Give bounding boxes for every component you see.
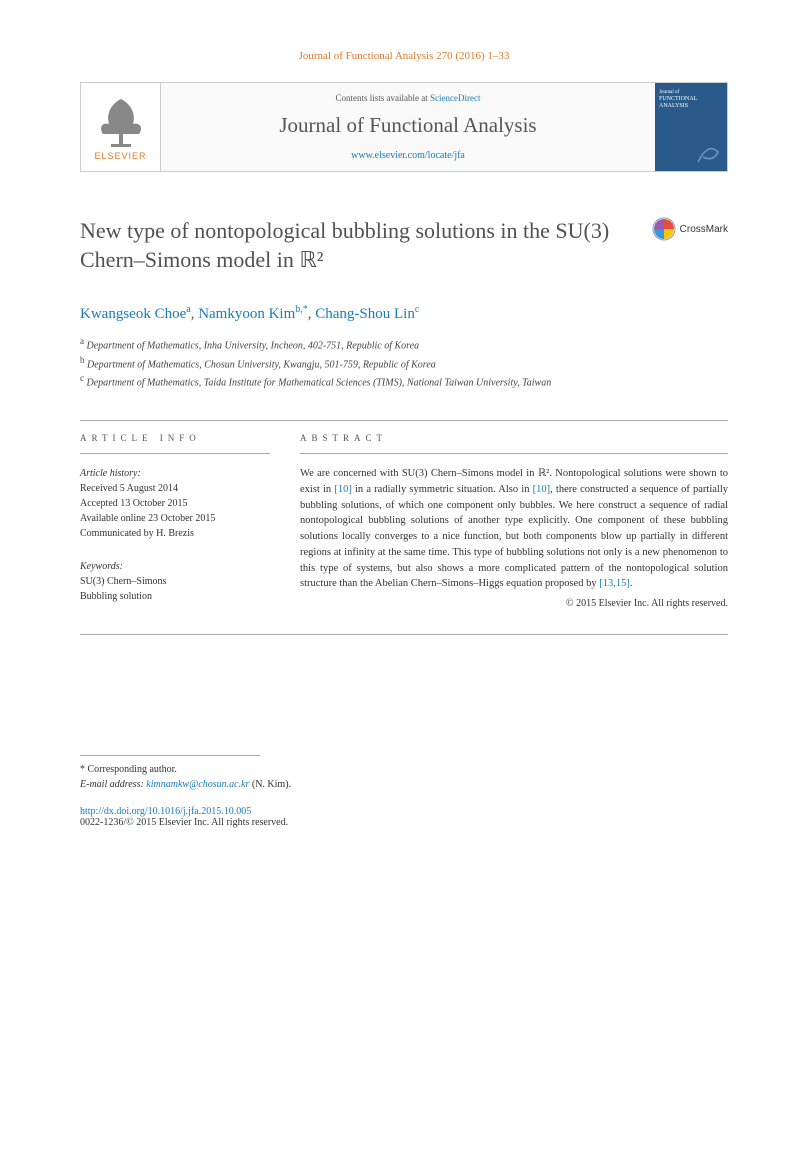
info-abstract-row: article info Article history: Received 5… [80, 420, 728, 635]
history-online: Available online 23 October 2015 [80, 511, 270, 526]
journal-reference: Journal of Functional Analysis 270 (2016… [80, 50, 728, 62]
affiliation-a: a Department of Mathematics, Inha Univer… [80, 335, 728, 353]
crossmark-icon [652, 217, 676, 241]
abstract-text: We are concerned with SU(3) Chern–Simons… [300, 466, 728, 611]
header-center: Contents lists available at ScienceDirec… [161, 83, 655, 171]
journal-url: www.elsevier.com/locate/jfa [169, 150, 647, 161]
crossmark-label: CrossMark [680, 224, 728, 235]
keyword-2: Bubbling solution [80, 589, 270, 604]
journal-header-box: ELSEVIER Contents lists available at Sci… [80, 82, 728, 172]
journal-url-link[interactable]: www.elsevier.com/locate/jfa [351, 150, 465, 161]
author-3-mark: c [415, 304, 419, 315]
article-info-column: article info Article history: Received 5… [80, 421, 270, 634]
ref-13-15[interactable]: [13,15] [599, 578, 630, 589]
affiliation-b: b Department of Mathematics, Chosun Univ… [80, 354, 728, 372]
sciencedirect-link[interactable]: ScienceDirect [430, 93, 480, 103]
contents-prefix: Contents lists available at [336, 93, 430, 103]
elsevier-text: ELSEVIER [94, 151, 146, 161]
ref-10b[interactable]: [10] [533, 484, 551, 495]
ref-10a[interactable]: [10] [334, 484, 352, 495]
email-line: E-mail address: kimnamkw@chosun.ac.kr (N… [80, 777, 728, 792]
elsevier-logo[interactable]: ELSEVIER [81, 83, 161, 171]
author-2-mark: b,* [295, 304, 308, 315]
journal-ref-link[interactable]: Journal of Functional Analysis 270 (2016… [299, 50, 510, 62]
author-1[interactable]: Kwangseok Choe [80, 306, 186, 322]
affiliations: a Department of Mathematics, Inha Univer… [80, 335, 728, 390]
cover-title: Journal ofFUNCTIONAL ANALYSIS [659, 89, 723, 111]
author-3[interactable]: Chang-Shou Lin [315, 306, 415, 322]
issn-line: 0022-1236/© 2015 Elsevier Inc. All right… [80, 817, 728, 828]
footer-separator [80, 755, 260, 756]
affiliation-c: c Department of Mathematics, Taida Insti… [80, 372, 728, 390]
email-link[interactable]: kimnamkw@chosun.ac.kr [146, 779, 249, 790]
journal-title: Journal of Functional Analysis [169, 113, 647, 138]
keywords-heading: Keywords: [80, 559, 270, 574]
author-2[interactable]: Namkyoon Kim [198, 306, 295, 322]
article-title: New type of nontopological bubbling solu… [80, 217, 652, 274]
cover-swirl-icon [693, 137, 723, 167]
history-heading: Article history: [80, 466, 270, 481]
email-label: E-mail address: [80, 779, 144, 790]
footer: * Corresponding author. E-mail address: … [80, 762, 728, 792]
contents-available-line: Contents lists available at ScienceDirec… [169, 93, 647, 103]
article-history: Article history: Received 5 August 2014 … [80, 466, 270, 541]
title-row: New type of nontopological bubbling solu… [80, 217, 728, 274]
keyword-1: SU(3) Chern–Simons [80, 574, 270, 589]
doi-line: http://dx.doi.org/10.1016/j.jfa.2015.10.… [80, 806, 728, 817]
author-1-mark: a [186, 304, 190, 315]
crossmark-badge[interactable]: CrossMark [652, 217, 728, 241]
article-info-label: article info [80, 433, 270, 454]
corresponding-author: * Corresponding author. [80, 762, 728, 777]
doi-link[interactable]: http://dx.doi.org/10.1016/j.jfa.2015.10.… [80, 806, 251, 817]
journal-cover-thumbnail[interactable]: Journal ofFUNCTIONAL ANALYSIS [655, 83, 727, 171]
history-communicated: Communicated by H. Brezis [80, 526, 270, 541]
abstract-label: abstract [300, 433, 728, 454]
email-name: (N. Kim). [252, 779, 291, 790]
abstract-column: abstract We are concerned with SU(3) Che… [300, 421, 728, 634]
history-accepted: Accepted 13 October 2015 [80, 496, 270, 511]
history-received: Received 5 August 2014 [80, 481, 270, 496]
keywords-block: Keywords: SU(3) Chern–Simons Bubbling so… [80, 559, 270, 604]
authors-line: Kwangseok Choea, Namkyoon Kimb,*, Chang-… [80, 304, 728, 323]
elsevier-tree-icon [91, 94, 151, 149]
abstract-copyright: © 2015 Elsevier Inc. All rights reserved… [300, 596, 728, 611]
